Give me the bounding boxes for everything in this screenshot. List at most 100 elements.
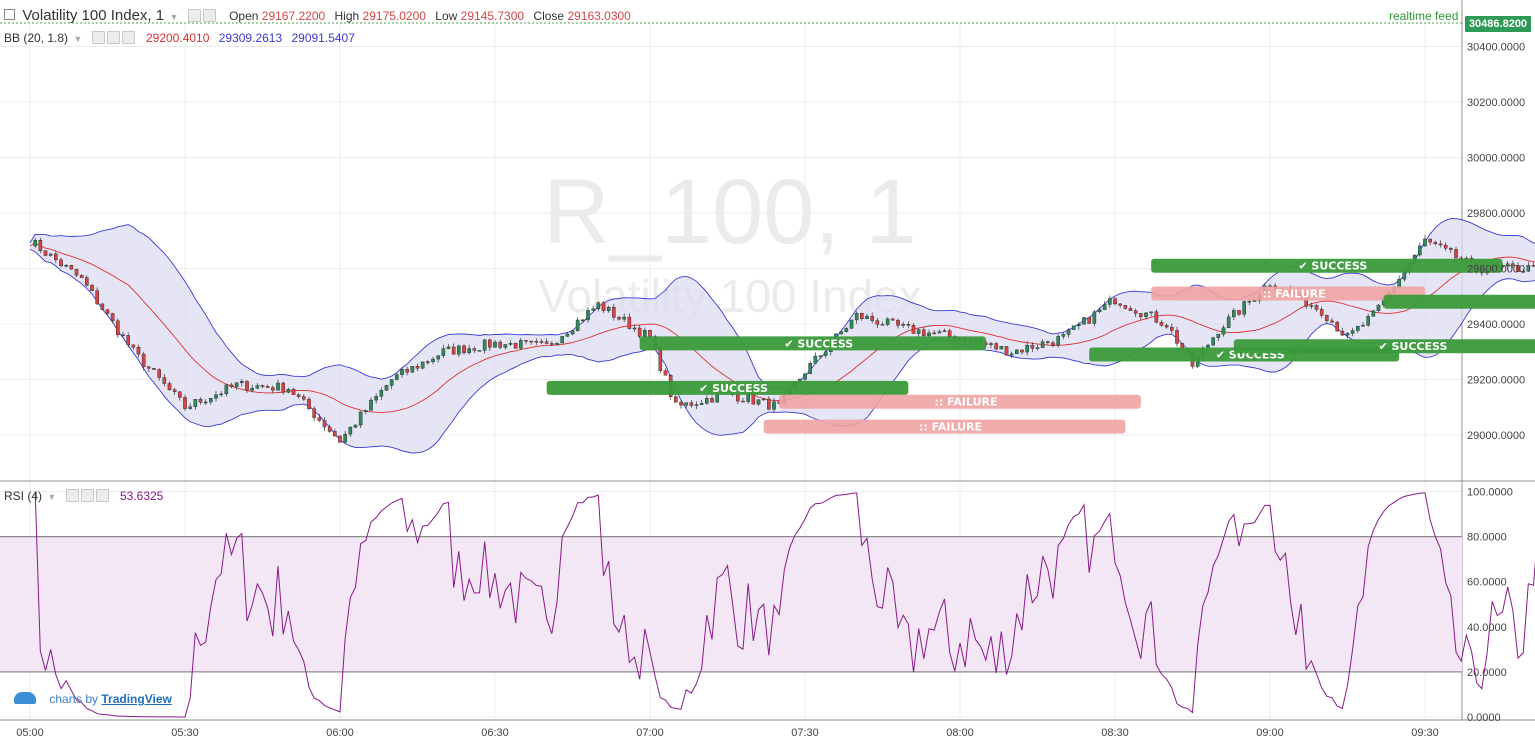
candle-body <box>860 312 864 320</box>
rsi-menu-caret-icon[interactable]: ▼ <box>47 492 57 502</box>
candle-body <box>245 381 249 391</box>
candle-body <box>1418 245 1422 256</box>
candle-body <box>457 345 461 355</box>
candle-body <box>1144 312 1148 317</box>
candle-body <box>79 275 84 278</box>
candle-body <box>896 319 900 326</box>
candle-body <box>167 383 172 390</box>
trade-marker-failure <box>763 419 1126 434</box>
trade-marker-success <box>1233 339 1535 354</box>
candle-body <box>1521 271 1525 273</box>
candle-body <box>1438 243 1443 246</box>
candle-body <box>1133 310 1138 314</box>
candle-body <box>488 339 492 348</box>
candle-body <box>1004 346 1009 356</box>
candle-body <box>1082 317 1086 325</box>
candle-body <box>746 394 750 402</box>
rsi-settings-icon[interactable] <box>80 489 94 502</box>
candle-body <box>1221 327 1226 335</box>
candle-body <box>916 329 921 334</box>
tradingview-branding[interactable]: charts by TradingView <box>14 692 172 706</box>
candle-body <box>658 347 663 371</box>
candle-body <box>947 330 952 337</box>
candle-body <box>663 370 668 376</box>
candle-body <box>69 265 74 270</box>
candle-body <box>1139 313 1143 317</box>
candle-body <box>389 379 394 386</box>
candle-body <box>911 324 916 334</box>
candle-body <box>560 336 564 344</box>
bb-visibility-icon[interactable] <box>91 31 105 44</box>
candle-body <box>1350 330 1355 334</box>
candle-body <box>105 309 110 314</box>
candle-body <box>906 324 911 326</box>
candle-body <box>637 327 642 337</box>
rsi-remove-icon[interactable] <box>95 489 109 502</box>
candle-body <box>503 344 508 348</box>
candle-body <box>400 369 404 375</box>
candle-body <box>353 424 358 428</box>
close-label: Close <box>533 9 565 23</box>
candle-body <box>467 348 471 354</box>
candle-body <box>865 315 869 320</box>
candle-body <box>1247 300 1252 303</box>
tradingview-cloud-icon <box>14 692 36 704</box>
candle-body <box>157 369 161 378</box>
rsi-axis-label: 100.0000 <box>1467 487 1513 499</box>
candle-body <box>699 403 704 405</box>
candle-body <box>591 308 595 311</box>
candle-body <box>1454 249 1458 259</box>
candle-body <box>374 396 378 401</box>
candle-body <box>643 329 647 337</box>
candle-body <box>265 386 270 388</box>
candle-body <box>1237 310 1241 315</box>
symbol-format-icon[interactable] <box>202 9 216 22</box>
candle-body <box>260 385 265 387</box>
candle-body <box>327 426 332 432</box>
bb-menu-caret-icon[interactable]: ▼ <box>73 34 83 44</box>
candle-body <box>901 324 905 326</box>
candle-body <box>369 399 373 411</box>
candle-body <box>1015 349 1019 355</box>
rsi-band-fill <box>0 536 1462 672</box>
collapse-icon[interactable] <box>4 9 15 20</box>
trade-marker-label: :: FAILURE <box>919 421 982 434</box>
candle-body <box>1376 304 1381 311</box>
close-value: 29163.0300 <box>567 9 631 23</box>
candle-body <box>74 268 79 276</box>
trade-markers: ✔ SUCCESS✔ SUCCESS:: FAILURE:: FAILURE✔ … <box>546 258 1535 434</box>
candle-body <box>679 402 683 406</box>
time-axis-label: 08:00 <box>946 727 974 739</box>
rsi-legend: RSI (4) ▼ 53.6325 <box>4 489 163 503</box>
low-value: 29145.7300 <box>460 9 525 23</box>
candle-body <box>937 331 942 334</box>
candle-body <box>994 343 998 350</box>
symbol-menu-caret-icon[interactable]: ▼ <box>169 12 179 22</box>
bb-settings-icon[interactable] <box>106 31 120 44</box>
candle-body <box>343 433 347 443</box>
candle-body <box>364 410 368 413</box>
symbol-settings-icon[interactable] <box>187 9 201 22</box>
candle-body <box>183 397 187 409</box>
price-axis-label: 29800.0000 <box>1467 208 1525 220</box>
candle-body <box>1314 305 1319 310</box>
high-label: High <box>334 9 360 23</box>
candle-body <box>1175 330 1179 344</box>
candle-body <box>989 343 993 345</box>
tradingview-link[interactable]: TradingView <box>101 692 172 706</box>
candle-body <box>1371 310 1376 317</box>
candle-body <box>761 398 766 401</box>
candle-body <box>276 382 280 391</box>
candle-body <box>803 373 807 380</box>
open-label: Open <box>229 9 259 23</box>
time-axis-label: 06:30 <box>481 727 509 739</box>
candle-body <box>1025 345 1029 353</box>
candle-body <box>575 319 580 331</box>
candle-body <box>544 341 549 344</box>
bb-remove-icon[interactable] <box>121 31 135 44</box>
rsi-visibility-icon[interactable] <box>65 489 79 502</box>
time-axis-label: 06:00 <box>326 727 354 739</box>
candle-body <box>1449 248 1453 250</box>
candle-body <box>849 319 854 329</box>
